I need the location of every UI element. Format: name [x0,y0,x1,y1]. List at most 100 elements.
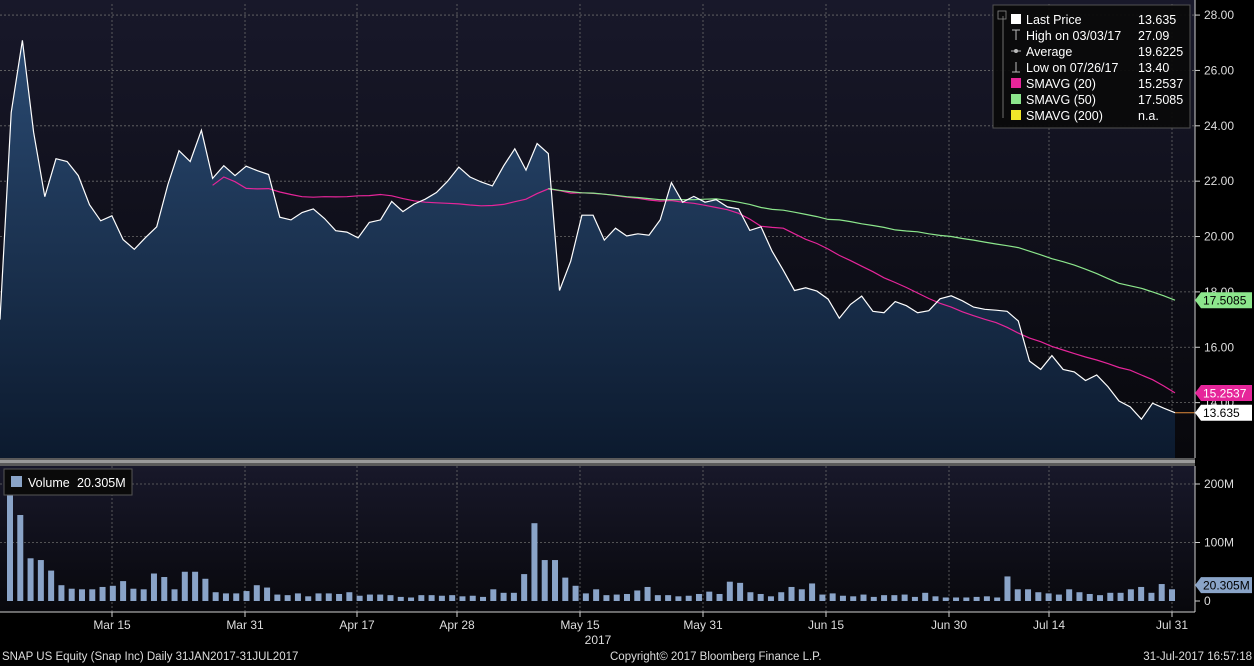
volume-bar [294,593,301,601]
volume-bar [243,591,250,601]
volume-bar [737,582,744,601]
volume-bar [623,593,630,601]
volume-legend-value: 20.305M [77,476,126,490]
volume-bar [500,592,507,601]
volume-bar [459,596,466,601]
footer-security-info: SNAP US Equity (Snap Inc) Daily 31JAN201… [2,651,299,663]
legend-value: n.a. [1138,109,1159,123]
volume-bar [1117,592,1124,601]
volume-panel-background [0,466,1195,612]
volume-bar [181,571,188,601]
volume-bar [778,592,785,601]
volume-bar [582,593,589,601]
volume-bar [695,593,702,601]
volume-bar [644,586,651,601]
price-axis-label: 22.00 [1204,174,1234,188]
sma20-line [212,176,1176,394]
last-price-area [0,40,1175,459]
x-axis-label: May 15 [560,618,600,632]
legend-label: Last Price [1026,13,1082,27]
x-axis-label: Apr 17 [339,618,375,632]
x-axis-label: May 31 [683,618,723,632]
volume-bar [202,578,209,601]
x-axis-label: Jun 15 [808,618,844,632]
volume-bar [192,571,199,601]
volume-bar [438,595,445,601]
volume-bar [449,595,456,601]
volume-bar [798,589,805,601]
legend-value: 13.40 [1138,61,1169,75]
volume-bar [397,596,404,601]
volume-legend-box [3,468,133,496]
volume-bar [274,594,281,601]
volume-bar [726,581,733,601]
volume-bar [408,597,415,601]
legend-collapse-icon [997,10,1007,20]
volume-bar [89,589,96,601]
volume-bar [1148,592,1155,601]
legend-label: SMAVG (20) [1026,77,1096,91]
volume-bars [7,474,1175,601]
price-legend-box [992,4,1191,129]
volume-bar [850,596,857,601]
volume-bar [325,593,332,601]
volume-bar [562,577,569,601]
volume-bar [17,515,24,601]
volume-legend-swatch [11,476,22,487]
volume-bar [264,587,271,601]
sma50-value-tag-text: 17.5085 [1203,294,1247,308]
x-axis: Mar 15 Mar 31 Apr 17 Apr 28 May 15 May 31 Jun … [0,611,1195,647]
volume-bar [109,585,116,601]
volume-axis-label: 0 [1204,594,1211,608]
volume-axis-label: 200M [1204,477,1234,491]
legend-value: 19.6225 [1138,45,1183,59]
volume-bar [1045,593,1052,601]
volume-value-tag-text: 20.305M [1203,579,1250,593]
footer-copyright: Copyright© 2017 Bloomberg Finance L.P. [610,651,822,663]
volume-bar [593,589,600,601]
volume-bar [48,570,55,601]
footer-timestamp: 31-Jul-2017 16:57:18 [1143,651,1252,663]
volume-bar [1169,589,1175,601]
volume-bar [665,595,672,601]
sma50-value-tag-shape [1195,292,1252,309]
last-price-value-tag: 13.635 [1195,404,1252,421]
volume-bar [994,597,1001,601]
legend-low-marker-icon [1012,62,1020,73]
volume-bar [613,594,620,601]
volume-bar [1025,589,1032,601]
volume-bar [222,593,229,601]
volume-bar [253,585,260,601]
volume-bar [541,560,548,601]
volume-bar [99,586,106,601]
legend-value: 27.09 [1138,29,1169,43]
panel-separator-highlight [0,460,1195,463]
x-axis-label: Jul 31 [1156,618,1188,632]
sma20-value-tag-text: 15.2537 [1203,386,1247,400]
volume-legend-label: Volume [28,476,70,490]
volume-bar [942,597,949,601]
volume-bar [870,596,877,601]
volume-bar [1138,586,1145,601]
volume-bar [346,592,353,601]
volume-bar [839,595,846,601]
volume-bar [819,594,826,601]
legend-label: SMAVG (200) [1026,109,1103,123]
volume-bar [1066,589,1073,601]
volume-bar [387,595,394,601]
x-axis-label: Mar 15 [93,618,131,632]
volume-bar [140,589,147,601]
legend-average-dot-icon [1014,49,1018,53]
volume-value-tag-shape [1195,577,1252,594]
x-axis-label: Mar 31 [226,618,264,632]
volume-bar [1097,595,1104,601]
volume-bar [572,585,579,601]
volume-bar [675,596,682,601]
last-price-value-tag-shape [1195,404,1252,421]
volume-bar [603,595,610,601]
volume-bar [27,558,34,601]
volume-bar [58,585,65,601]
volume-bar [120,581,127,601]
volume-bar [706,591,713,601]
